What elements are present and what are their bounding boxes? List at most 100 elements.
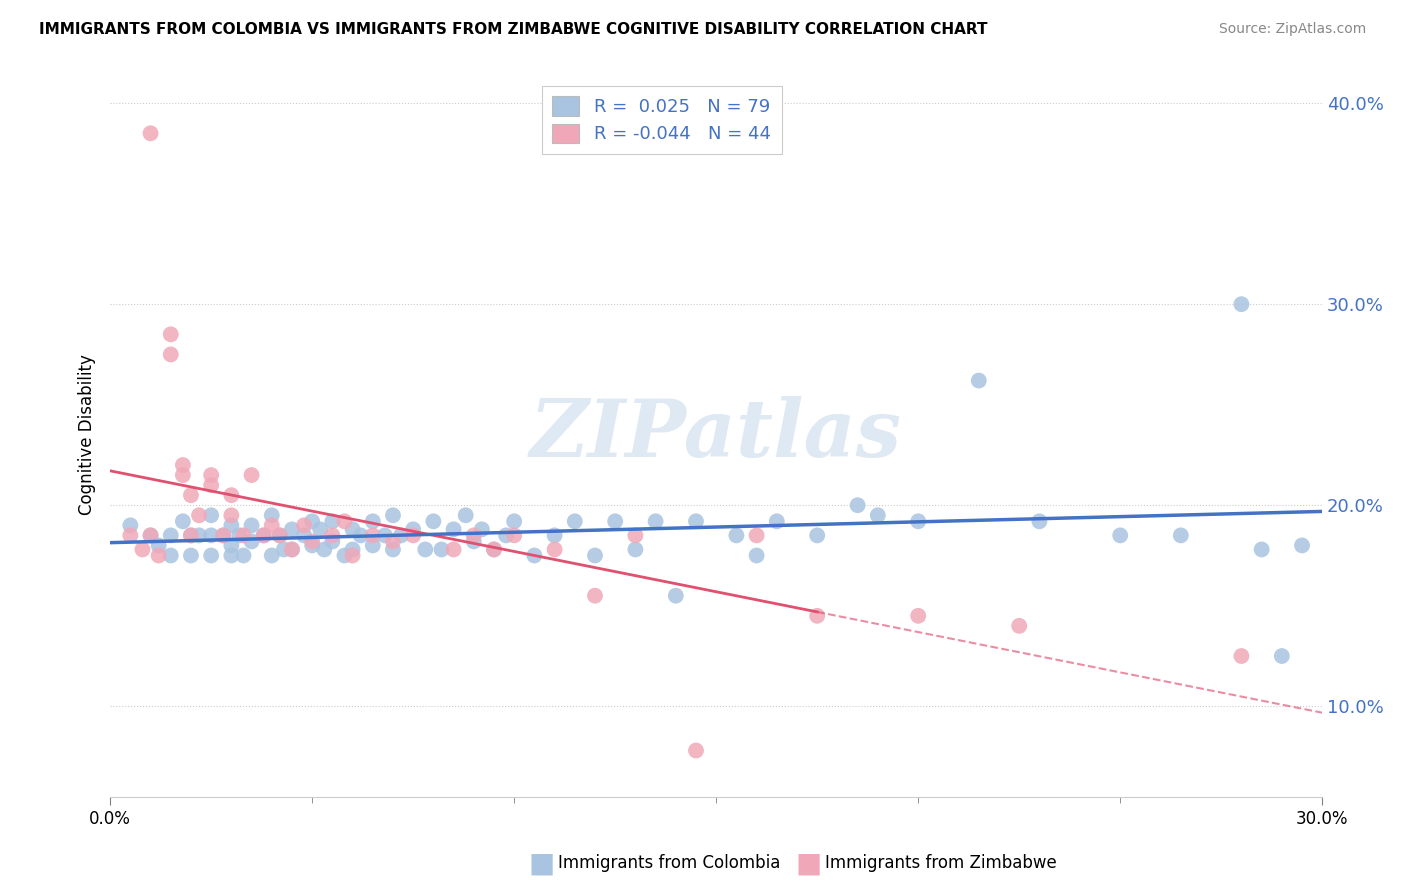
Point (221, 538, 243, 552)
Point (139, 528, 162, 542)
Point (172, 468, 194, 483)
Point (260, 518, 283, 533)
Point (471, 522, 494, 536)
Point (212, 528, 235, 542)
Point (120, 518, 142, 533)
Point (333, 549, 356, 563)
Point (301, 538, 323, 552)
Point (1291, 538, 1313, 552)
Point (381, 542, 404, 557)
Point (482, 542, 505, 557)
Point (846, 498, 869, 512)
Point (321, 534, 343, 549)
Point (361, 538, 384, 552)
Legend: R =  0.025   N = 79, R = -0.044   N = 44: R = 0.025 N = 79, R = -0.044 N = 44 (541, 86, 782, 154)
Point (281, 542, 304, 557)
Point (381, 534, 404, 549)
Point (543, 528, 565, 542)
Text: ■: ■ (796, 849, 821, 878)
Point (1028, 514, 1050, 528)
Point (212, 528, 235, 542)
Point (221, 549, 243, 563)
Point (159, 327, 181, 342)
Point (188, 528, 211, 542)
Point (292, 518, 315, 533)
Point (583, 589, 606, 603)
Point (159, 549, 181, 563)
Point (402, 528, 425, 542)
Point (413, 542, 436, 557)
Point (374, 528, 396, 542)
Point (402, 522, 425, 536)
Point (260, 549, 283, 563)
Point (180, 549, 202, 563)
Point (232, 528, 254, 542)
Point (221, 488, 243, 502)
Point (172, 514, 194, 528)
Point (301, 514, 323, 528)
Point (482, 542, 505, 557)
Point (172, 458, 194, 472)
Point (381, 508, 404, 523)
Point (342, 542, 364, 557)
Point (806, 608, 828, 623)
Point (342, 522, 364, 536)
Point (665, 589, 688, 603)
Point (1008, 619, 1031, 633)
Point (200, 468, 222, 483)
Point (685, 514, 707, 528)
Point (333, 514, 356, 528)
Text: ■: ■ (529, 849, 554, 878)
Point (232, 549, 254, 563)
Point (200, 528, 222, 542)
Point (745, 528, 768, 542)
Point (503, 528, 526, 542)
Point (273, 542, 295, 557)
Point (180, 528, 202, 542)
Point (361, 514, 384, 528)
Point (253, 528, 276, 542)
Point (180, 488, 202, 502)
Point (221, 508, 243, 523)
Point (583, 549, 606, 563)
Point (120, 528, 142, 542)
Point (180, 528, 202, 542)
Point (221, 518, 243, 533)
Point (200, 478, 222, 492)
Point (806, 528, 828, 542)
Point (765, 514, 787, 528)
Point (503, 514, 526, 528)
Point (605, 514, 627, 528)
Point (301, 534, 323, 549)
Point (644, 514, 666, 528)
Point (159, 528, 181, 542)
Point (725, 528, 748, 542)
Point (1230, 648, 1253, 663)
Point (1271, 648, 1294, 663)
Point (624, 542, 647, 557)
Point (430, 542, 453, 557)
Text: Source: ZipAtlas.com: Source: ZipAtlas.com (1219, 22, 1367, 37)
Point (200, 508, 222, 523)
Point (463, 528, 485, 542)
Point (1250, 542, 1272, 557)
Point (131, 542, 153, 557)
Point (495, 528, 517, 542)
Point (240, 534, 263, 549)
Text: Immigrants from Zimbabwe: Immigrants from Zimbabwe (825, 855, 1057, 872)
Point (443, 542, 465, 557)
Point (350, 528, 373, 542)
Point (281, 542, 304, 557)
Text: ZIPatlas: ZIPatlas (530, 396, 903, 474)
Point (200, 549, 222, 563)
Point (269, 528, 291, 542)
Point (240, 518, 263, 533)
Point (240, 468, 263, 483)
Point (269, 528, 291, 542)
Point (1170, 528, 1192, 542)
Point (443, 522, 465, 536)
Point (342, 549, 364, 563)
Point (139, 126, 162, 140)
Point (314, 542, 336, 557)
Point (685, 743, 707, 757)
